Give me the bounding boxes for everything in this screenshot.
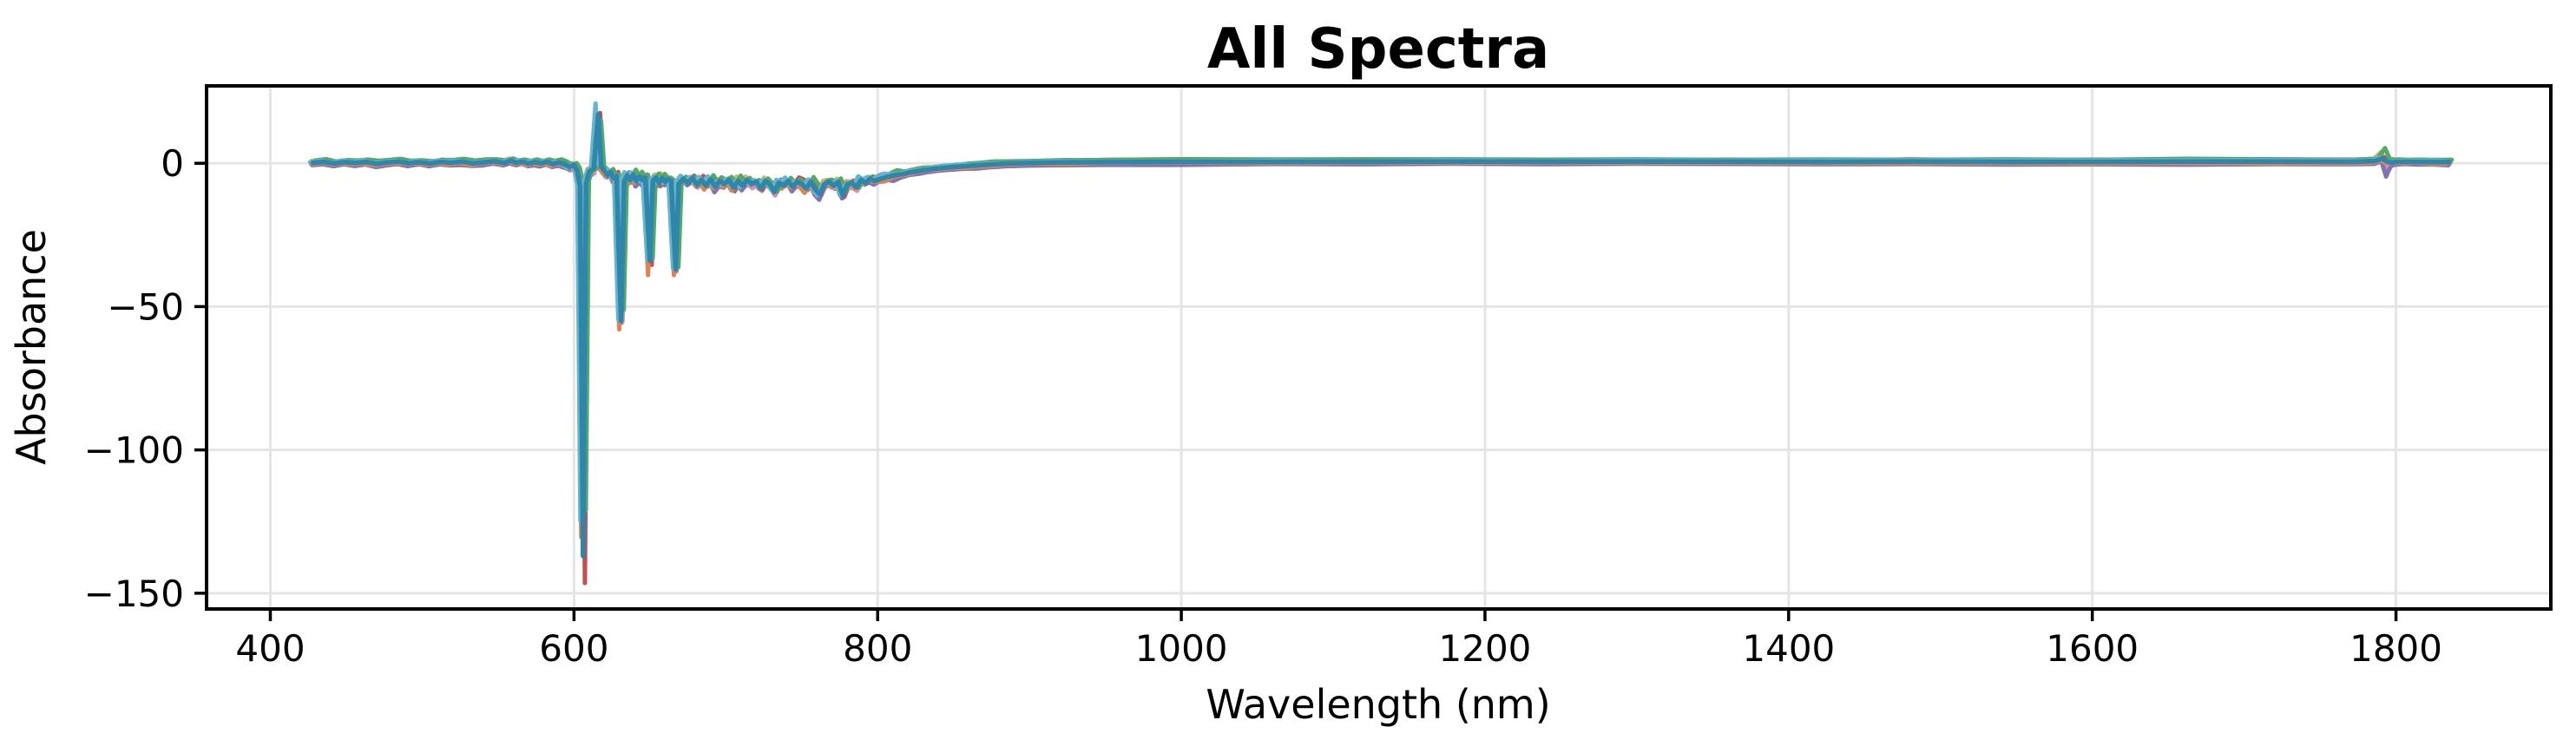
y-tick-label: 0 — [161, 142, 184, 185]
spectra-lines — [307, 101, 2454, 586]
x-tick-label: 1600 — [2046, 627, 2139, 670]
x-tick-label: 600 — [539, 627, 608, 670]
axis-ticks — [194, 161, 2398, 621]
x-axis-label: Wavelength (nm) — [1206, 681, 1550, 728]
x-tick-label: 1200 — [1439, 627, 1532, 670]
x-tick-label: 400 — [235, 627, 305, 670]
x-tick-label: 1400 — [1742, 627, 1835, 670]
spectrum-main — [310, 112, 2452, 559]
tick-labels: 400 600 800 1000 1200 1400 1600 1800 0 −50 −100 −15… — [84, 142, 2442, 670]
plot-border — [205, 84, 2553, 611]
y-tick-label: −100 — [84, 429, 184, 472]
chart-title: All Spectra — [1207, 17, 1549, 82]
x-tick-label: 800 — [843, 627, 912, 670]
y-axis-label: Absorbance — [8, 229, 55, 465]
y-tick-label: −50 — [107, 285, 184, 328]
x-tick-label: 1000 — [1135, 627, 1228, 670]
x-tick-label: 1800 — [2349, 627, 2442, 670]
axes-spines — [205, 84, 2553, 611]
y-tick-label: −150 — [84, 573, 184, 615]
